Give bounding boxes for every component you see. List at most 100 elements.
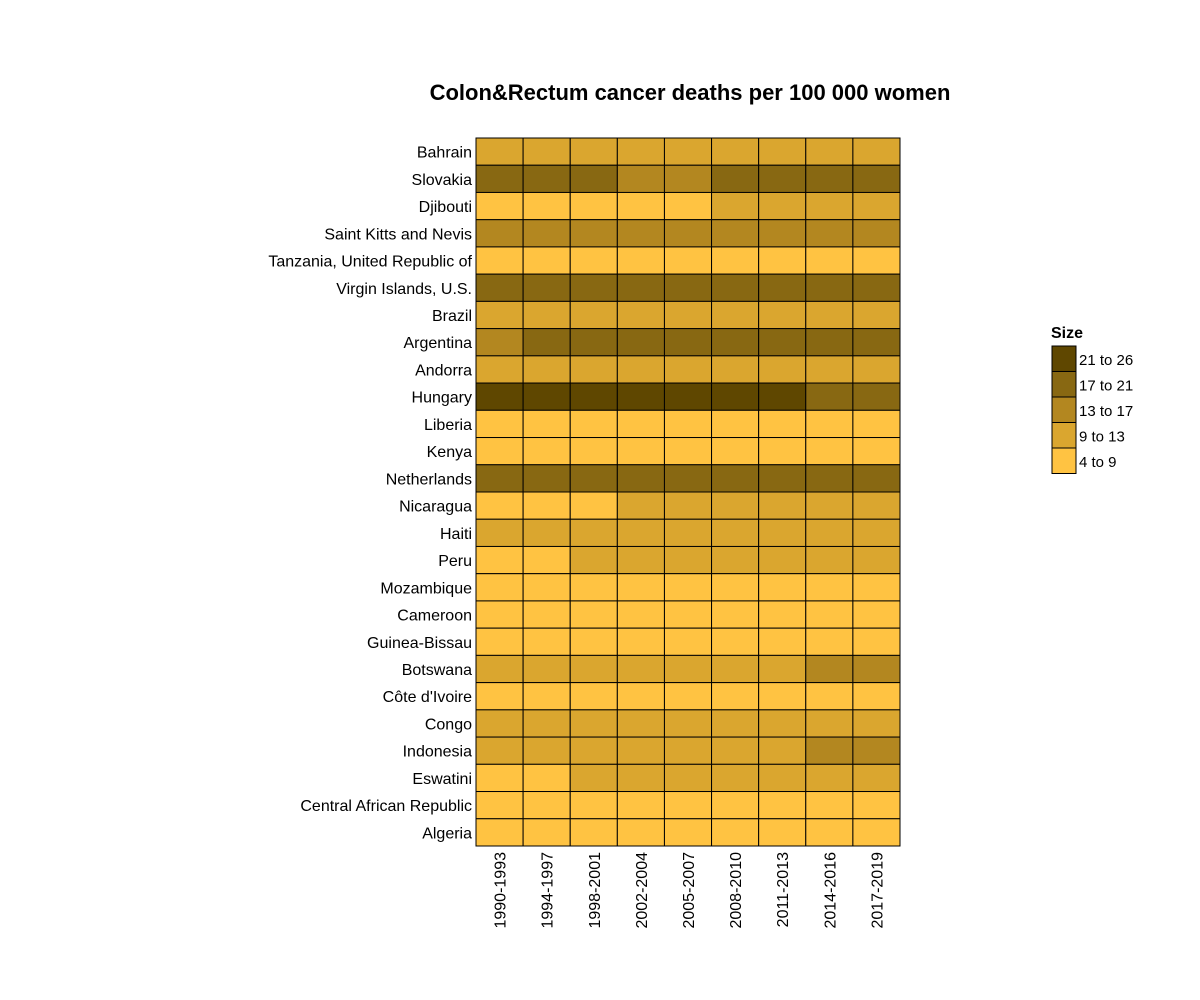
legend-label: 9 to 13 [1079, 428, 1125, 445]
heatmap-cell [805, 545, 854, 575]
heatmap-cell [616, 545, 665, 575]
heatmap-cell [711, 464, 760, 493]
heatmap-cell [616, 464, 665, 493]
heatmap-cell [805, 246, 854, 275]
heatmap-cell [852, 164, 901, 193]
heatmap-cell [663, 464, 713, 493]
heatmap-cell [522, 491, 571, 520]
heatmap-cell [663, 191, 713, 221]
heatmap-cell [805, 791, 854, 820]
heatmap-cell [475, 219, 524, 248]
heatmap-cell [711, 164, 760, 193]
heatmap-cell [852, 545, 901, 575]
legend-swatch [1051, 345, 1077, 372]
heatmap-cell [616, 791, 665, 820]
heatmap-cell [852, 300, 901, 330]
heatmap-cell [663, 355, 713, 384]
heatmap-cell [805, 191, 854, 221]
heatmap-cell [522, 300, 571, 330]
heatmap-cell [616, 573, 665, 602]
heatmap-cell [711, 382, 760, 411]
heatmap-cell [663, 600, 713, 629]
y-tick-label: Mozambique [380, 580, 472, 597]
heatmap-cell [522, 437, 571, 466]
heatmap-cell [758, 464, 807, 493]
heatmap-cell [616, 137, 665, 166]
heatmap-cell [522, 573, 571, 602]
heatmap-cell [711, 791, 760, 820]
y-tick-label: Haiti [440, 526, 472, 543]
heatmap-cell [805, 464, 854, 493]
heatmap-cell [569, 273, 618, 302]
heatmap-cell [711, 300, 760, 330]
heatmap-cell [758, 246, 807, 275]
y-tick-label: Netherlands [386, 471, 472, 488]
y-tick-label: Nicaragua [399, 499, 472, 516]
heatmap-cell [758, 273, 807, 302]
x-tick-label: 2017-2019 [869, 852, 886, 929]
heatmap-cell [758, 328, 807, 357]
heatmap-cell [522, 328, 571, 357]
heatmap-cell [475, 246, 524, 275]
y-tick-label: Virgin Islands, U.S. [336, 281, 472, 298]
heatmap-cell [569, 382, 618, 411]
y-tick-label: Argentina [404, 335, 473, 352]
y-tick-label: Saint Kitts and Nevis [324, 226, 472, 243]
heatmap-cell [852, 437, 901, 466]
heatmap-cell [711, 600, 760, 629]
legend-label: 13 to 17 [1079, 403, 1133, 420]
x-tick-label: 2005-2007 [681, 852, 698, 929]
heatmap-cell [522, 654, 571, 684]
heatmap-cell [852, 328, 901, 357]
x-tick-label: 2014-2016 [822, 852, 839, 929]
heatmap-cell [522, 545, 571, 575]
y-tick-label: Indonesia [403, 744, 472, 761]
heatmap-cell [711, 491, 760, 520]
heatmap-cell [663, 763, 713, 793]
legend-swatch [1051, 447, 1077, 474]
heatmap-cell [758, 545, 807, 575]
heatmap-cell [475, 273, 524, 302]
heatmap-cell [475, 545, 524, 575]
heatmap-cell [805, 709, 854, 738]
x-tick-label: 2008-2010 [728, 852, 745, 929]
heatmap-cell [852, 791, 901, 820]
heatmap-cell [616, 273, 665, 302]
legend-label: 21 to 26 [1079, 352, 1133, 369]
heatmap-cell [711, 736, 760, 765]
heatmap-cell [852, 600, 901, 629]
heatmap-cell [616, 654, 665, 684]
y-tick-label: Algeria [422, 825, 472, 842]
heatmap-cell [758, 600, 807, 629]
heatmap-cell [805, 682, 854, 711]
heatmap-cell [758, 709, 807, 738]
heatmap-cell [475, 382, 524, 411]
heatmap-cell [805, 600, 854, 629]
heatmap-cell [852, 355, 901, 384]
heatmap-cell [663, 709, 713, 738]
y-tick-label: Tanzania, United Republic of [268, 254, 472, 271]
heatmap-cell [852, 709, 901, 738]
x-tick-label: 1990-1993 [493, 852, 510, 929]
heatmap-cell [475, 573, 524, 602]
heatmap-cell [711, 328, 760, 357]
heatmap-cell [663, 682, 713, 711]
heatmap-cell [852, 654, 901, 684]
heatmap-cell [852, 491, 901, 520]
heatmap-cell [522, 627, 571, 656]
heatmap-cell [569, 191, 618, 221]
heatmap-cell [758, 355, 807, 384]
heatmap-cell [805, 627, 854, 656]
heatmap-cell [475, 763, 524, 793]
heatmap-cell [663, 545, 713, 575]
heatmap-cell [522, 219, 571, 248]
heatmap-cell [522, 518, 571, 547]
heatmap-cell [522, 164, 571, 193]
heatmap-cell [758, 191, 807, 221]
heatmap-cell [569, 709, 618, 738]
heatmap-cell [805, 137, 854, 166]
heatmap-cell [852, 409, 901, 439]
heatmap-cell [475, 137, 524, 166]
heatmap-cell [616, 355, 665, 384]
y-tick-label: Eswatini [412, 771, 472, 788]
